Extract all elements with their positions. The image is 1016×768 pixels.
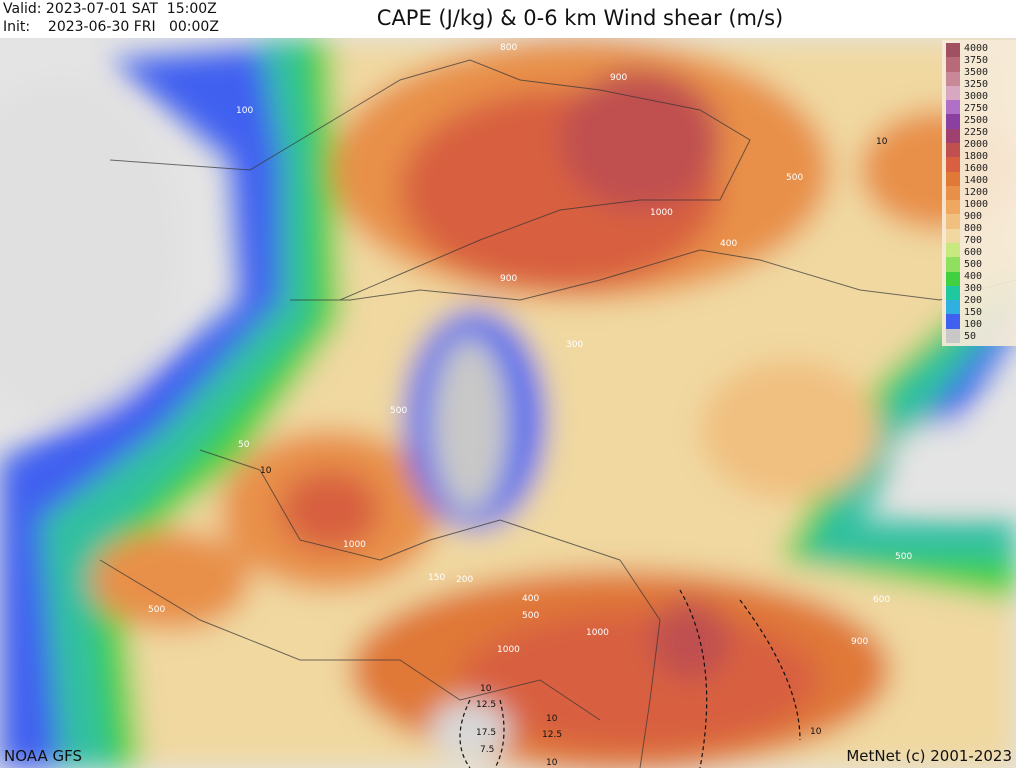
contour-label: 10 [546, 758, 558, 768]
legend-label: 3750 [964, 55, 989, 66]
legend-label: 600 [964, 247, 983, 258]
legend-color-swatch [946, 242, 960, 258]
cape-field [0, 40, 1016, 768]
contour-label: 200 [456, 575, 473, 585]
contour-label: 500 [895, 552, 912, 562]
legend-label: 50 [964, 331, 977, 342]
contour-label: 7.5 [480, 745, 494, 755]
legend-label: 1600 [964, 163, 989, 174]
legend-label: 4000 [964, 43, 989, 54]
legend-label: 2000 [964, 139, 989, 150]
contour-label: 400 [720, 239, 737, 249]
contour-label: 300 [566, 340, 583, 350]
legend-label: 3000 [964, 91, 989, 102]
contour-label: 50 [238, 440, 250, 450]
legend-label: 2250 [964, 127, 989, 138]
contour-label: 500 [522, 611, 539, 621]
cape-legend: 4000 3750 3500 3250 3000 2750 2500 2250 2000 1800… [942, 40, 1016, 346]
legend-label: 400 [964, 271, 983, 282]
legend-label: 1200 [964, 187, 989, 198]
contour-label: 10 [260, 466, 272, 476]
contour-label: 12.5 [476, 700, 496, 710]
legend-label: 700 [964, 235, 983, 246]
legend-color-swatch [946, 200, 960, 215]
valid-label: Valid: [3, 1, 42, 17]
legend-label: 200 [964, 295, 983, 306]
map-title: CAPE (J/kg) & 0-6 km Wind shear (m/s) [376, 6, 784, 30]
legend-color-swatch [946, 157, 960, 172]
legend-label: 1800 [964, 151, 989, 162]
legend-color-swatch [946, 328, 960, 343]
legend-color-swatch [946, 43, 960, 58]
contour-label: 10 [876, 137, 888, 147]
legend-color-swatch [946, 142, 960, 158]
contour-label: 10 [546, 714, 558, 724]
contour-label: 600 [873, 595, 890, 605]
legend-color-swatch [946, 214, 960, 229]
legend-label: 1000 [964, 199, 989, 210]
copyright: MetNet (c) 2001-2023 [846, 747, 1012, 765]
contour-label: 900 [500, 274, 517, 284]
legend-label: 100 [964, 319, 983, 330]
legend-label: 800 [964, 223, 983, 234]
contour-label: 500 [390, 406, 407, 416]
contour-label: 1000 [343, 540, 366, 550]
legend-label: 900 [964, 211, 983, 222]
legend-label: 150 [964, 307, 983, 318]
contour-label: 1000 [497, 645, 520, 655]
contour-label: 1000 [586, 628, 609, 638]
legend-color-swatch [946, 57, 960, 72]
header: Valid: 2023-07-01 SAT 15:00Z Init: 2023-… [0, 0, 1016, 38]
data-source: NOAA GFS [4, 747, 82, 765]
init-value: 2023-06-30 FRI 00:00Z [47, 19, 219, 35]
contour-label: 1000 [650, 208, 673, 218]
valid-value: 2023-07-01 SAT 15:00Z [45, 1, 217, 17]
legend-color-swatch [946, 285, 960, 301]
legend-color-swatch [946, 171, 960, 186]
legend-color-swatch [946, 71, 960, 86]
init-label: Init: [3, 19, 31, 35]
contour-label: 400 [522, 594, 539, 604]
legend-color-swatch [946, 257, 960, 272]
valid-time: Valid: 2023-07-01 SAT 15:00Z [3, 1, 217, 17]
wind-shear-contours [459, 589, 801, 768]
contour-label: 500 [148, 605, 165, 615]
legend-color-bar [946, 43, 960, 343]
legend-label: 2750 [964, 103, 989, 114]
contour-label: 800 [500, 43, 517, 53]
legend-label: 500 [964, 259, 983, 270]
contour-label: 900 [610, 73, 627, 83]
legend-label: 3250 [964, 79, 989, 90]
contour-label: 150 [428, 573, 445, 583]
contour-label: 10 [810, 727, 822, 737]
legend-color-swatch [946, 314, 960, 329]
contour-label: 10 [480, 684, 492, 694]
legend-color-swatch [946, 271, 960, 286]
legend-color-swatch [946, 228, 960, 243]
init-time: Init: 2023-06-30 FRI 00:00Z [3, 19, 219, 35]
cape-map: 800 900 100 1000 400 500 10 900 300 500 … [0, 38, 1016, 768]
legend-label: 2500 [964, 115, 989, 126]
legend-color-swatch [946, 128, 960, 143]
contour-labels: 800 900 100 1000 400 500 10 900 300 500 … [148, 43, 912, 768]
legend-color-swatch [946, 85, 960, 101]
legend-label: 3500 [964, 67, 989, 78]
legend-label: 1400 [964, 175, 989, 186]
legend-label: 300 [964, 283, 983, 294]
contour-label: 900 [851, 637, 868, 647]
contour-label: 12.5 [542, 730, 562, 740]
legend-color-swatch [946, 114, 960, 129]
legend-color-swatch [946, 300, 960, 315]
country-borders [99, 59, 1016, 768]
contour-label: 100 [236, 106, 253, 116]
contour-label: 17.5 [476, 728, 496, 738]
legend-color-swatch [946, 185, 960, 201]
legend-labels: 4000 3750 3500 3250 3000 2750 2500 2250 2000 1800… [964, 43, 988, 343]
contour-label: 500 [786, 173, 803, 183]
legend-color-swatch [946, 100, 960, 115]
